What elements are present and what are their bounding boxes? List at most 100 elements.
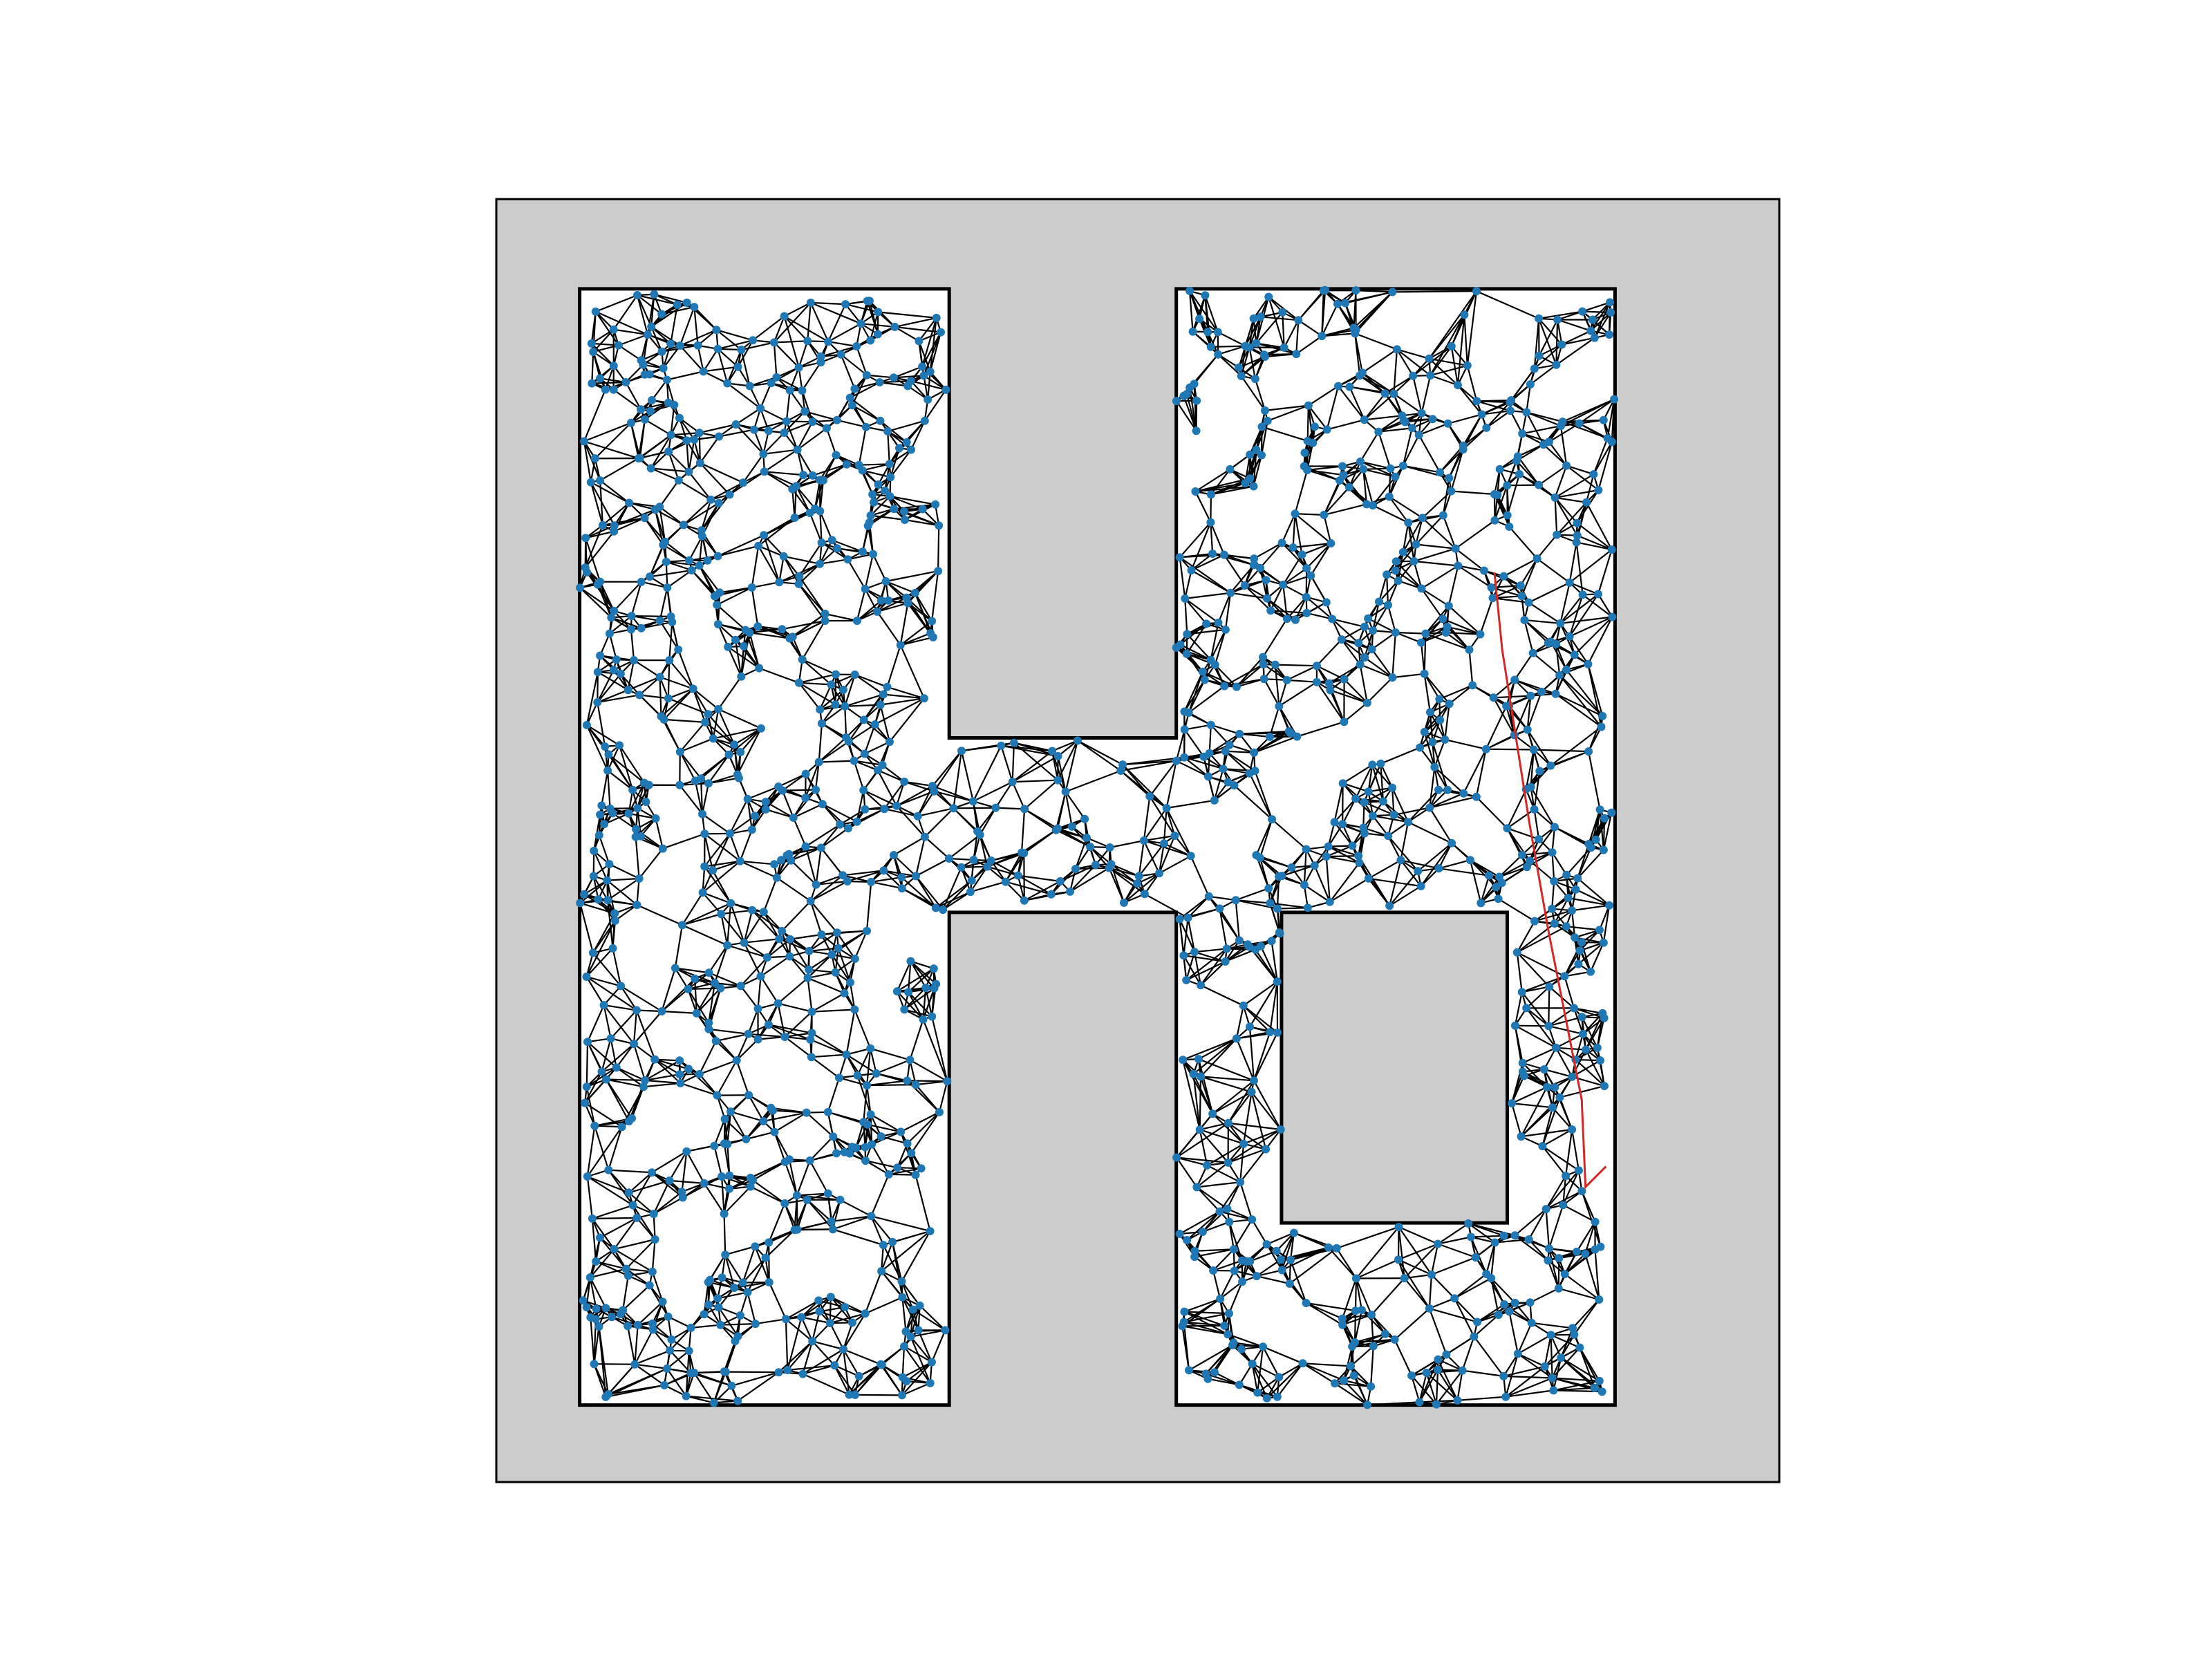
roadmap-edge [805, 762, 820, 798]
roadmap-edge [1508, 1311, 1519, 1354]
roadmap-node [1560, 972, 1569, 981]
roadmap-edge [1429, 357, 1468, 366]
roadmap-edge [1457, 384, 1483, 415]
roadmap-edge [1176, 1156, 1208, 1166]
roadmap-edge [1210, 622, 1219, 660]
roadmap-edge [1536, 558, 1571, 583]
roadmap-node [807, 1053, 816, 1062]
roadmap-edge [715, 329, 742, 350]
roadmap-edge [856, 1048, 872, 1076]
roadmap-edge [1371, 632, 1396, 650]
roadmap-edge [1353, 1311, 1357, 1343]
roadmap-edge [1198, 1038, 1237, 1060]
roadmap-edge [1224, 939, 1240, 962]
roadmap-edge [798, 682, 821, 711]
roadmap-edge [1175, 729, 1185, 761]
roadmap-edge [632, 1043, 646, 1081]
roadmap-edge [591, 343, 615, 366]
roadmap-edge [1438, 859, 1471, 870]
roadmap-edge [633, 1011, 663, 1044]
roadmap-edge [1393, 393, 1423, 414]
roadmap-edge [896, 805, 926, 838]
roadmap-edge [698, 1040, 717, 1075]
roadmap-edge [612, 388, 641, 411]
roadmap-edge [1448, 605, 1481, 635]
roadmap-edge [1428, 357, 1459, 386]
roadmap-edge [834, 1365, 856, 1396]
roadmap-edge [1462, 1369, 1504, 1377]
roadmap-edge [1483, 570, 1494, 599]
roadmap-edge [727, 944, 768, 959]
roadmap-edge [1559, 582, 1571, 624]
roadmap-edge [870, 312, 879, 341]
roadmap-edge [885, 570, 939, 583]
roadmap-edge [694, 780, 704, 814]
roadmap-edge [1012, 779, 1058, 783]
roadmap-edge [1407, 821, 1452, 844]
roadmap-edge [682, 892, 704, 926]
roadmap-edge [1367, 765, 1374, 792]
roadmap-edge [604, 365, 615, 390]
roadmap-edge [970, 881, 1006, 893]
roadmap-edge [661, 968, 676, 1012]
roadmap-edge [579, 902, 615, 915]
roadmap-edge [1360, 431, 1380, 462]
roadmap-node [817, 719, 826, 728]
roadmap-edge [1579, 398, 1615, 424]
roadmap-edge [1316, 639, 1342, 666]
roadmap-edge [1197, 1181, 1241, 1188]
roadmap-edge [735, 424, 765, 455]
roadmap-edge [1395, 570, 1423, 590]
roadmap-edge [703, 371, 728, 384]
roadmap-edge [1362, 802, 1365, 828]
roadmap-node [1523, 725, 1532, 734]
roadmap-edge [1306, 405, 1309, 442]
roadmap-edge [729, 1179, 753, 1190]
roadmap-node [627, 625, 635, 634]
roadmap-edge [1420, 843, 1452, 887]
roadmap-edge [654, 1058, 689, 1070]
roadmap-edge [1190, 522, 1212, 571]
roadmap-edge [785, 1300, 819, 1320]
roadmap-edge [1380, 747, 1421, 765]
roadmap-edge [915, 1174, 931, 1232]
roadmap-edge [1355, 1277, 1373, 1315]
roadmap-edge [1525, 749, 1535, 790]
roadmap-edge [977, 807, 997, 832]
roadmap-edge [1230, 592, 1268, 599]
roadmap-edge [910, 1336, 932, 1363]
roadmap-edge [1194, 491, 1212, 523]
roadmap-edge [1204, 679, 1237, 688]
roadmap-node [599, 1001, 608, 1009]
roadmap-node [1279, 580, 1288, 589]
roadmap-edge [598, 1326, 609, 1395]
roadmap-edge [889, 449, 912, 465]
roadmap-edge [1183, 1311, 1228, 1335]
roadmap-edge [1398, 1259, 1432, 1276]
roadmap-edge [773, 316, 785, 343]
roadmap-edge [877, 611, 901, 646]
roadmap-edge [1219, 1281, 1243, 1300]
roadmap-edge [1209, 733, 1240, 754]
roadmap-edge [814, 480, 825, 509]
roadmap-edge [723, 1213, 727, 1255]
roadmap-edge [1262, 618, 1288, 658]
roadmap-edge [1183, 1321, 1225, 1327]
roadmap-edge [654, 293, 687, 303]
roadmap-node [1262, 1145, 1271, 1154]
roadmap-edge [1212, 1080, 1255, 1115]
roadmap-node [717, 910, 726, 919]
roadmap-edge [1361, 1309, 1386, 1335]
roadmap-edge [1506, 679, 1516, 706]
roadmap-edge [942, 880, 973, 910]
roadmap-edge [692, 688, 706, 723]
roadmap-edge [854, 673, 888, 688]
roadmap-node [1250, 748, 1259, 757]
roadmap-edge [1550, 726, 1602, 767]
roadmap-edge [1271, 818, 1307, 850]
roadmap-edge [1208, 1378, 1240, 1386]
roadmap-edge [903, 987, 935, 1011]
roadmap-edge [1429, 1307, 1478, 1323]
roadmap-edge [735, 1060, 750, 1096]
roadmap-edge [1192, 1038, 1237, 1075]
